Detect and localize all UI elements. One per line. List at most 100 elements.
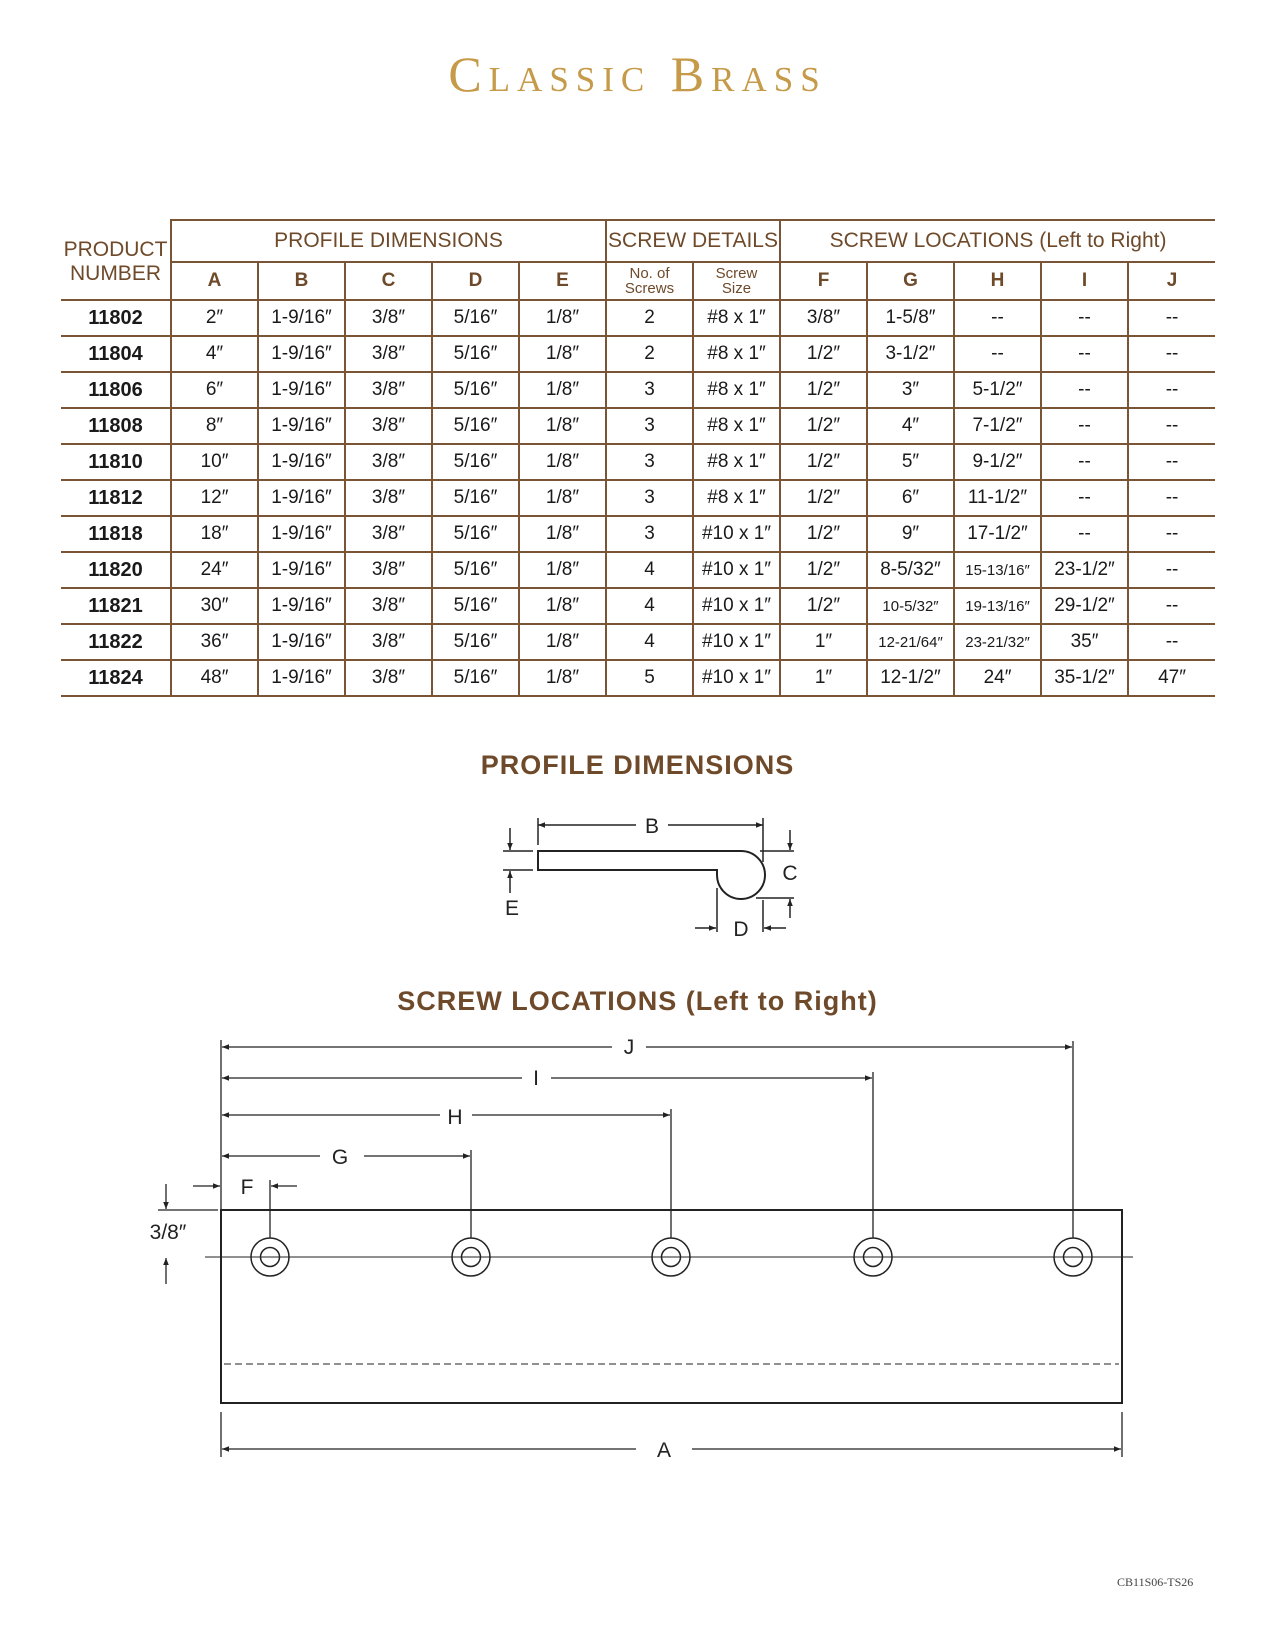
table-cell: 1/2″ <box>779 551 868 589</box>
table-cell: 5/16″ <box>431 299 520 337</box>
table-cell: 12-1/2″ <box>866 659 955 697</box>
table-cell: 1-9/16″ <box>257 623 346 661</box>
table-cell: 2 <box>605 299 694 337</box>
table-cell: 5/16″ <box>431 515 520 553</box>
table-cell: 1-9/16″ <box>257 335 346 373</box>
table-cell: 4 <box>605 623 694 661</box>
table-cell: -- <box>1040 515 1129 553</box>
table-cell: -- <box>1040 299 1129 337</box>
column-header: J <box>1126 261 1216 301</box>
table-cell: 1/2″ <box>779 515 868 553</box>
table-cell: 5/16″ <box>431 659 520 697</box>
brand-title: Classic Brass <box>448 46 827 102</box>
group-header-screw-details: SCREW DETAILS <box>605 219 781 263</box>
column-header: G <box>866 261 955 301</box>
spec-table: PRODUCT NUMBER PROFILE DIMENSIONS SCREW … <box>61 219 1216 697</box>
product-number: 11824 <box>61 659 172 697</box>
table-cell: 5/16″ <box>431 551 520 589</box>
product-number: 11808 <box>61 407 172 445</box>
column-header: C <box>344 261 433 301</box>
screw-hole <box>651 1237 691 1277</box>
label-i: I <box>533 1067 539 1090</box>
table-cell: -- <box>953 299 1042 337</box>
product-number: 11812 <box>61 479 172 517</box>
table-cell: 3/8″ <box>344 407 433 445</box>
table-cell: 12″ <box>170 479 259 517</box>
table-cell: 1/2″ <box>779 587 868 625</box>
table-cell: 5/16″ <box>431 479 520 517</box>
label-b: B <box>645 815 659 838</box>
table-cell: 1/2″ <box>779 335 868 373</box>
table-cell: 1/8″ <box>518 479 607 517</box>
table-cell: 6″ <box>170 371 259 409</box>
table-cell: 5/16″ <box>431 407 520 445</box>
table-row: 11820 24″ 1-9/16″ 3/8″ 5/16″ 1/8″ 4 #10 x 1″ 1/2… <box>61 551 1216 589</box>
table-cell: 1-5/8″ <box>866 299 955 337</box>
table-cell: -- <box>953 335 1042 373</box>
table-row: 11806 6″ 1-9/16″ 3/8″ 5/16″ 1/8″ 3 #8 x 1″ 1/2″ 3… <box>61 371 1216 409</box>
table-cell: 1/2″ <box>779 371 868 409</box>
table-cell: 1/8″ <box>518 551 607 589</box>
table-cell: 24″ <box>170 551 259 589</box>
table-cell: 1/8″ <box>518 587 607 625</box>
table-row: 11822 36″ 1-9/16″ 3/8″ 5/16″ 1/8″ 4 #10 x 1″ 1″ 1… <box>61 623 1216 661</box>
product-number-header: PRODUCT NUMBER <box>61 220 172 301</box>
label-d: D <box>733 918 748 941</box>
product-number: 11822 <box>61 623 172 661</box>
table-cell: 1/2″ <box>779 443 868 481</box>
table-cell: 1/8″ <box>518 515 607 553</box>
table-row: 11802 2″ 1-9/16″ 3/8″ 5/16″ 1/8″ 2 #8 x 1″ 3/8″ 1… <box>61 299 1216 337</box>
table-cell: 10-5/32″ <box>866 587 955 625</box>
table-cell: 3/8″ <box>344 587 433 625</box>
table-cell: 1-9/16″ <box>257 371 346 409</box>
table-cell: 5 <box>605 659 694 697</box>
table-cell: 4″ <box>170 335 259 373</box>
product-number: 11821 <box>61 587 172 625</box>
table-cell: 5/16″ <box>431 587 520 625</box>
label-a: A <box>657 1439 671 1462</box>
table-cell: #10 x 1″ <box>692 623 781 661</box>
screw-diagram <box>158 1040 1133 1457</box>
table-cell: 3/8″ <box>344 299 433 337</box>
table-cell: #8 x 1″ <box>692 335 781 373</box>
table-cell: 1/2″ <box>779 479 868 517</box>
hinge-plate <box>220 1209 1123 1404</box>
table-cell: 11-1/2″ <box>953 479 1042 517</box>
table-cell: -- <box>1040 371 1129 409</box>
table-cell: #8 x 1″ <box>692 407 781 445</box>
column-header: H <box>953 261 1042 301</box>
table-cell: 19-13/16″ <box>953 587 1042 625</box>
table-cell: 1-9/16″ <box>257 551 346 589</box>
column-header: F <box>779 261 868 301</box>
product-number: 11802 <box>61 299 172 337</box>
table-cell: 3 <box>605 443 694 481</box>
column-header: B <box>257 261 346 301</box>
table-cell: #10 x 1″ <box>692 587 781 625</box>
table-cell: 8-5/32″ <box>866 551 955 589</box>
table-cell: 7-1/2″ <box>953 407 1042 445</box>
table-cell: 3/8″ <box>779 299 868 337</box>
table-cell: 3/8″ <box>344 443 433 481</box>
table-cell: 2 <box>605 335 694 373</box>
table-cell: #8 x 1″ <box>692 479 781 517</box>
screw-hole <box>250 1237 290 1277</box>
table-cell: -- <box>1126 587 1216 625</box>
table-cell: 15-13/16″ <box>953 551 1042 589</box>
table-cell: 47″ <box>1126 659 1216 697</box>
table-row: 11818 18″ 1-9/16″ 3/8″ 5/16″ 1/8″ 3 #10 x 1″ 1/2… <box>61 515 1216 553</box>
product-number: 11810 <box>61 443 172 481</box>
table-cell: 3/8″ <box>344 479 433 517</box>
table-row: 11812 12″ 1-9/16″ 3/8″ 5/16″ 1/8″ 3 #8 x 1″ 1/2″… <box>61 479 1216 517</box>
column-header: I <box>1040 261 1129 301</box>
table-cell: 3-1/2″ <box>866 335 955 373</box>
label-h: H <box>447 1106 462 1129</box>
table-cell: -- <box>1126 551 1216 589</box>
table-cell: 1-9/16″ <box>257 299 346 337</box>
table-cell: 1/8″ <box>518 407 607 445</box>
table-cell: 5-1/2″ <box>953 371 1042 409</box>
table-cell: 9″ <box>866 515 955 553</box>
table-cell: 4″ <box>866 407 955 445</box>
table-cell: 18″ <box>170 515 259 553</box>
table-cell: 5/16″ <box>431 335 520 373</box>
